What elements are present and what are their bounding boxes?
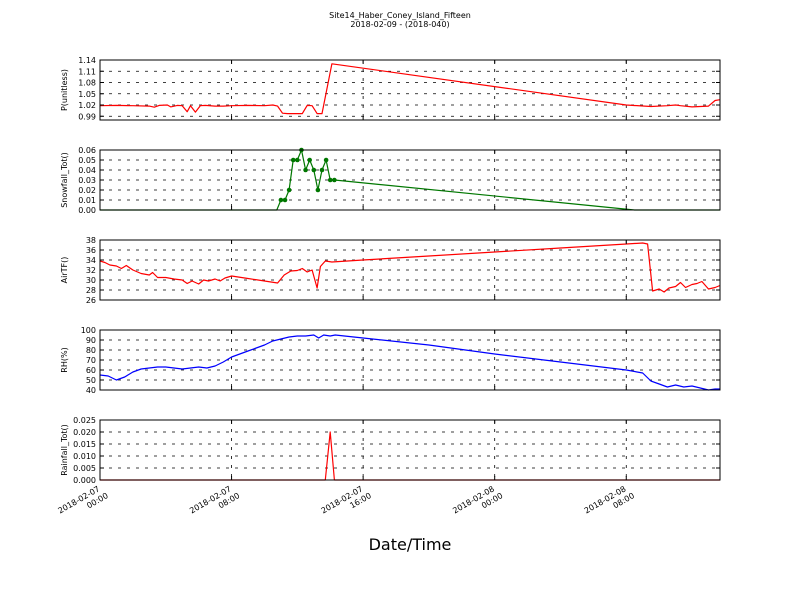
data-point [315,187,321,193]
y-tick-label: 34 [86,256,96,265]
y-tick-label: 0.005 [73,464,96,473]
chart-panel: 0.99 1.02 1.05 1.08 1.11 1.14 P(unitless) [60,56,721,121]
y-tick-label: 0.025 [73,416,96,425]
y-tick-label: 1.05 [78,90,96,99]
y-tick-label: 0.010 [73,452,96,461]
chart-panel: 0.000.010.020.030.040.050.06 Snowfall_Tot… [60,146,721,215]
data-point [295,157,300,163]
y-tick-label: 30 [86,276,96,285]
y-tick-label: 0.06 [78,146,96,155]
y-tick-label: 50 [86,376,96,385]
y-tick-label: 70 [86,356,96,365]
y-axis-label: RH(%) [60,347,69,372]
y-axis-label: Rainfall_Tot() [60,424,69,476]
y-axis-label: Snowfall_Tot() [60,152,69,208]
data-point [307,157,312,163]
y-tick-label: 0.01 [78,196,96,205]
series-line [99,334,720,391]
data-point [282,197,288,203]
y-tick-label: 0.99 [78,112,96,121]
data-point [290,157,296,163]
data-point [323,157,329,163]
y-tick-label: 90 [86,336,96,345]
data-point [303,167,308,173]
y-tick-label: 1.14 [78,56,96,65]
y-tick-label: 1.11 [78,67,96,76]
y-tick-label: 40 [86,386,96,395]
data-point [327,177,333,183]
data-point [319,167,325,173]
y-tick-label: 80 [86,346,96,355]
data-point [278,197,284,203]
data-point [311,167,317,173]
y-tick-label: 28 [86,286,96,295]
figure-subtitle: 2018-02-09 - (2018-040) [350,20,450,29]
y-tick-label: 0.00 [78,206,96,215]
chart-panel: 0.000 0.005 0.010 0.015 0.020 0.025 Rainfall_T… [60,416,721,485]
y-tick-label: 0.020 [73,428,96,437]
series-line [99,63,721,115]
y-tick-label: 1.08 [78,79,96,88]
y-tick-label: 0.03 [78,176,96,185]
y-axis-label: P(unitless) [60,69,69,111]
y-tick-label: 0.02 [78,186,96,195]
data-point [332,177,337,183]
data-point [286,187,292,193]
figure-title: Site14_Haber_Coney_Island_Fifteen [329,11,471,20]
y-axis-label: AirTF() [60,257,69,284]
plot-frame [99,59,721,121]
y-tick-label: 32 [86,266,96,275]
y-tick-label: 0.04 [78,166,96,175]
y-tick-label: 1.02 [78,101,96,110]
y-tick-label: 38 [86,236,96,245]
y-tick-label: 0.015 [73,440,96,449]
y-tick-label: 0.000 [73,476,96,485]
y-tick-label: 26 [86,296,96,305]
y-tick-label: 0.05 [78,156,96,165]
y-tick-label: 36 [86,246,96,255]
plot-frame [99,419,721,481]
x-axis-label: Date/Time [369,535,452,554]
y-tick-label: 60 [86,366,96,375]
y-tick-label: 100 [81,326,96,335]
series-line [99,242,721,293]
